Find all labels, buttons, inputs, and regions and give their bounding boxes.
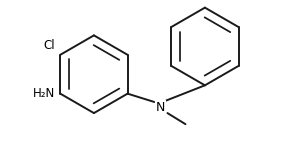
Text: Cl: Cl <box>43 39 55 52</box>
Text: N: N <box>156 101 165 114</box>
Text: H₂N: H₂N <box>32 87 55 100</box>
